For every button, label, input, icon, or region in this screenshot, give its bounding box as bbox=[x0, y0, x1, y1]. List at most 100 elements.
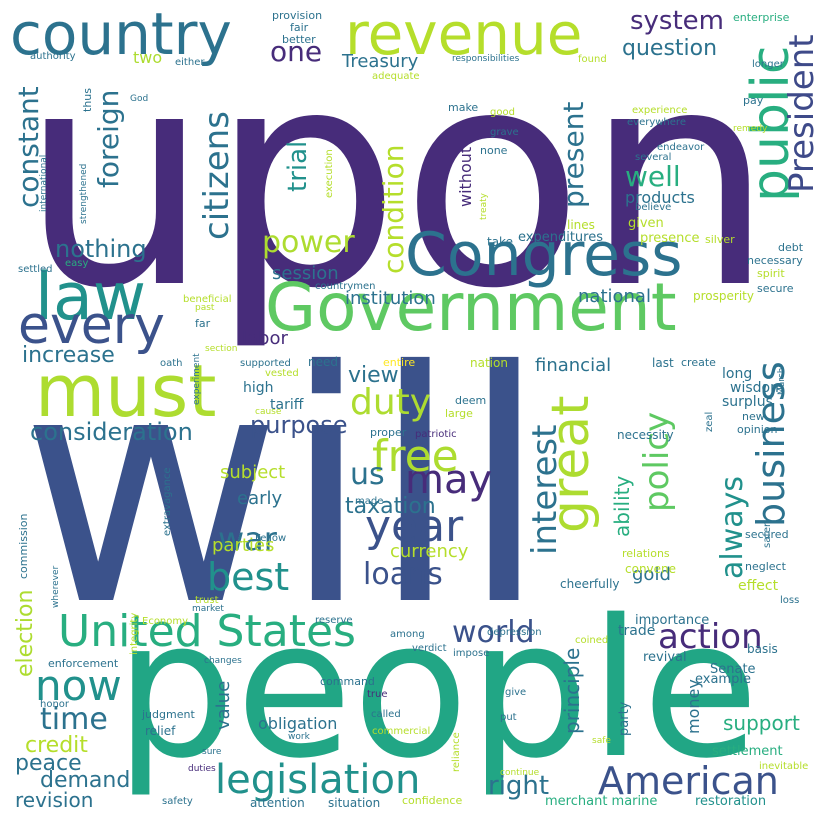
word-fair: fair bbox=[290, 21, 309, 34]
word-trade: trade bbox=[618, 623, 656, 639]
word-supported: supported bbox=[240, 358, 291, 369]
word-experience: experience bbox=[632, 105, 688, 116]
word-far: far bbox=[195, 317, 211, 330]
word-government: Government bbox=[265, 269, 677, 346]
word-duty: duty bbox=[350, 382, 432, 423]
word-continue: continue bbox=[500, 768, 540, 778]
word-economy: Economy bbox=[142, 616, 189, 627]
word-attention: attention bbox=[250, 796, 305, 810]
word-effect: effect bbox=[738, 578, 779, 594]
word-extravagance: extravagance bbox=[162, 467, 173, 536]
word-interest: interest bbox=[525, 424, 565, 555]
word-without: without bbox=[456, 146, 475, 207]
word-question: question bbox=[622, 36, 718, 61]
word-national: national bbox=[578, 286, 651, 307]
word-take: take bbox=[487, 235, 513, 249]
word-legislation: legislation bbox=[215, 757, 421, 803]
word-beneficial: beneficial bbox=[183, 294, 232, 305]
word-free: free bbox=[372, 431, 459, 482]
word-judgment: judgment bbox=[142, 708, 195, 721]
word-country: country bbox=[10, 0, 232, 68]
word-none: none bbox=[480, 144, 508, 157]
word-one: one bbox=[270, 35, 323, 68]
word-importance: importance bbox=[635, 613, 710, 628]
word-revenue: revenue bbox=[345, 0, 583, 68]
word-fellow: Fellow bbox=[255, 533, 287, 544]
word-debt: debt bbox=[778, 241, 804, 254]
word-year: year bbox=[365, 501, 464, 552]
word-cheerfully: cheerfully bbox=[560, 577, 620, 591]
word-called: called bbox=[371, 709, 401, 720]
word-safer: safer bbox=[762, 522, 773, 548]
word-enforcement: enforcement bbox=[48, 657, 119, 670]
word-command: command bbox=[320, 675, 375, 688]
word-gold: gold bbox=[632, 564, 671, 585]
word-peace: peace bbox=[15, 751, 82, 776]
word-ability: ability bbox=[610, 475, 634, 537]
word-believe: believe bbox=[635, 202, 672, 213]
word-may: may bbox=[405, 457, 493, 503]
word-credit: credit bbox=[25, 733, 88, 758]
word-enterprise: enterprise bbox=[733, 11, 790, 24]
word-secured: secured bbox=[745, 528, 789, 541]
word-cause: cause bbox=[255, 407, 282, 417]
word-every: every bbox=[18, 296, 165, 356]
word-safety: safety bbox=[162, 796, 193, 807]
word-wherever: wherever bbox=[51, 565, 61, 608]
word-convene: convene bbox=[625, 562, 677, 576]
word-work: work bbox=[288, 732, 310, 742]
word-parties: parties bbox=[212, 535, 275, 556]
word-upon: upon bbox=[20, 5, 775, 354]
word-new: new bbox=[742, 410, 765, 423]
word-long: long bbox=[722, 366, 753, 382]
word-make: make bbox=[448, 101, 479, 114]
word-adequate: adequate bbox=[372, 71, 420, 82]
word-condition: condition bbox=[377, 144, 410, 274]
word-give: give bbox=[505, 687, 527, 698]
word-countrymen: countrymen bbox=[315, 281, 376, 292]
word-several: several bbox=[635, 152, 672, 163]
word-past: past bbox=[195, 303, 215, 313]
word-citizens: citizens bbox=[197, 111, 237, 240]
word-easy: easy bbox=[65, 258, 89, 269]
word-inevitable: inevitable bbox=[759, 761, 809, 772]
word-world: world bbox=[452, 615, 535, 650]
word-zeal: zeal bbox=[704, 411, 715, 432]
word-revival: revival bbox=[643, 650, 687, 665]
word-grave: grave bbox=[490, 127, 519, 138]
word-institution: institution bbox=[345, 288, 436, 309]
word-right: right bbox=[488, 771, 550, 801]
word-endeavor: endeavor bbox=[657, 142, 705, 153]
word-power: power bbox=[262, 225, 355, 260]
word-high: high bbox=[243, 380, 274, 396]
word-labor: labor bbox=[242, 328, 288, 349]
word-experiment: experiment bbox=[192, 353, 202, 405]
word-subject: subject bbox=[220, 462, 286, 483]
word-opinion: opinion bbox=[737, 423, 778, 436]
word-need: need bbox=[308, 355, 338, 369]
word-section: section bbox=[205, 344, 238, 354]
word-create: create bbox=[681, 356, 716, 369]
word-trust: trust bbox=[195, 595, 219, 606]
word-proper: proper bbox=[370, 426, 407, 439]
word-patriotic: patriotic bbox=[415, 429, 457, 440]
word-election: election bbox=[13, 589, 38, 677]
word-early: early bbox=[237, 488, 283, 509]
word-changes: changes bbox=[204, 656, 242, 666]
word-treaty: treaty bbox=[479, 193, 489, 220]
word-well: well bbox=[625, 160, 681, 193]
word-revision: revision bbox=[15, 788, 94, 812]
word-relief: relief bbox=[145, 724, 176, 738]
word-surplus: surplus bbox=[722, 394, 773, 410]
word-depression: depression bbox=[487, 627, 542, 638]
word-now: now bbox=[35, 661, 122, 710]
word-true: true bbox=[367, 689, 388, 700]
word-secure: secure bbox=[757, 282, 794, 295]
word-policy: policy bbox=[637, 411, 677, 512]
word-products: products bbox=[625, 188, 695, 207]
word-large: large bbox=[445, 407, 473, 420]
word-increase: increase bbox=[22, 343, 115, 368]
word-expenditures: expenditures bbox=[518, 230, 603, 245]
word-oath: oath bbox=[160, 358, 183, 369]
word-put: put bbox=[500, 712, 517, 723]
